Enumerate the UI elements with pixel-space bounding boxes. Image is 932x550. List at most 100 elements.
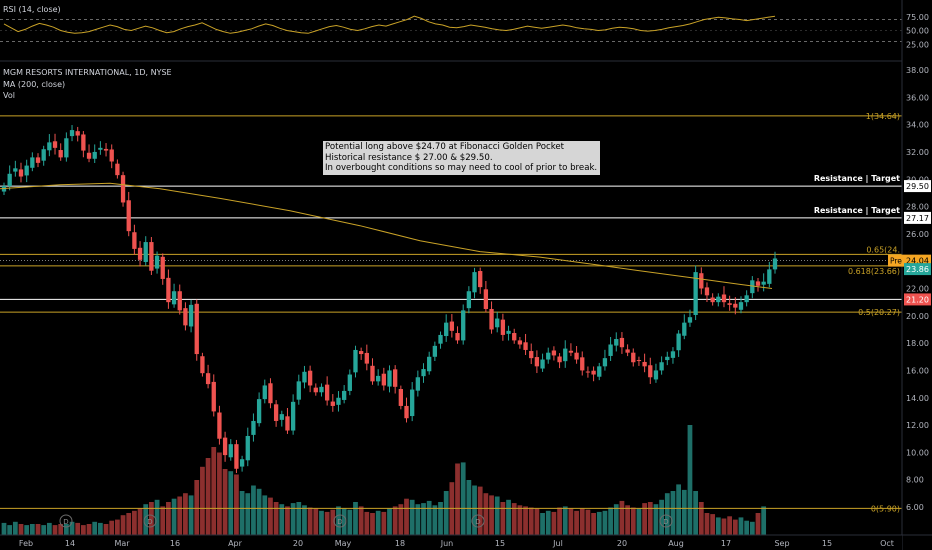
volume-bar bbox=[262, 495, 268, 535]
resistance-label-2: Resistance | Target bbox=[814, 206, 900, 215]
volume-bar bbox=[183, 493, 188, 535]
volume-bar bbox=[704, 513, 710, 535]
candle-body bbox=[767, 269, 772, 284]
volume-bar bbox=[534, 508, 540, 535]
annotation-line-3: In overbought conditions so may need to … bbox=[325, 163, 598, 173]
date-tick-label: Jul bbox=[552, 539, 563, 548]
earnings-marker-glyph: D bbox=[475, 518, 480, 526]
date-tick-label: 16 bbox=[170, 539, 180, 548]
volume-legend: Vol bbox=[3, 91, 15, 100]
candle-body bbox=[376, 375, 381, 382]
volume-bar bbox=[749, 521, 755, 535]
last-price-badge: 24.04 bbox=[906, 257, 929, 266]
price-tick-label: 22.00 bbox=[906, 285, 929, 294]
price-tick-label: 6.00 bbox=[906, 503, 924, 512]
candle-body bbox=[364, 352, 369, 364]
volume-bar bbox=[568, 508, 574, 535]
candle-body bbox=[398, 389, 403, 406]
volume-bar bbox=[574, 510, 579, 535]
pre-badge-bg bbox=[888, 254, 904, 267]
candle-body bbox=[324, 384, 330, 401]
volume-bar bbox=[41, 525, 47, 535]
earnings-marker-icon bbox=[471, 514, 485, 528]
candle-body bbox=[580, 357, 585, 371]
close-price-badge: 23.86 bbox=[906, 265, 929, 274]
candle-body bbox=[245, 435, 250, 461]
annotation-callout[interactable]: Potential long above $24.70 at Fibonacci… bbox=[323, 141, 600, 175]
candle-body bbox=[41, 149, 46, 161]
price-badge-21-20: 21.20 bbox=[906, 295, 929, 304]
volume-bar bbox=[715, 517, 721, 535]
date-tick-label: 14 bbox=[65, 539, 75, 548]
candle-body bbox=[75, 131, 80, 136]
volume-bar bbox=[506, 499, 511, 535]
candle-body bbox=[608, 344, 613, 356]
volume-bar bbox=[75, 522, 81, 535]
earnings-marker-icon bbox=[59, 514, 73, 528]
candle-body bbox=[18, 169, 24, 177]
price-badge-29-50: 29.50 bbox=[906, 182, 929, 191]
candle-body bbox=[557, 356, 562, 363]
volume-bar bbox=[69, 521, 75, 535]
candle-body bbox=[234, 444, 239, 469]
volume-bar bbox=[268, 497, 273, 535]
volume-bar bbox=[24, 525, 30, 535]
candle-body bbox=[744, 295, 749, 303]
volume-bar bbox=[528, 507, 534, 535]
volume-bar bbox=[132, 510, 137, 535]
volume-bar bbox=[511, 503, 517, 535]
price-tick-label: 10.00 bbox=[906, 448, 929, 457]
volume-bar bbox=[404, 498, 409, 535]
volume-bar bbox=[92, 521, 98, 535]
candle-body bbox=[222, 437, 228, 456]
price-tick-label: 18.00 bbox=[906, 339, 929, 348]
candle-body bbox=[404, 405, 409, 419]
volume-bar bbox=[545, 510, 551, 535]
earnings-marker-glyph: D bbox=[663, 518, 668, 526]
date-tick-label: Mar bbox=[114, 539, 130, 548]
price-tick-label: 8.00 bbox=[906, 476, 924, 485]
volume-bar bbox=[443, 491, 449, 535]
volume-bar bbox=[166, 502, 171, 535]
annotation-line-1: Potential long above $24.70 at Fibonacci… bbox=[325, 142, 565, 152]
ma-200-line bbox=[0, 182, 773, 289]
price-badge-27-17: 27.17 bbox=[906, 214, 929, 223]
candle-body bbox=[568, 350, 574, 353]
volume-bar bbox=[234, 474, 239, 535]
candle-body bbox=[205, 373, 211, 385]
volume-bar bbox=[381, 511, 387, 535]
volume-bar bbox=[426, 500, 432, 535]
volume-bar bbox=[319, 510, 324, 535]
volume-bar bbox=[239, 491, 245, 535]
pre-badge: Pre bbox=[890, 257, 902, 266]
price-tick-label: 30.00 bbox=[906, 175, 929, 184]
candle-body bbox=[183, 308, 188, 326]
candle-body bbox=[682, 322, 687, 336]
volume-bar bbox=[613, 504, 619, 535]
candle-body bbox=[755, 281, 761, 286]
candle-body bbox=[438, 334, 443, 344]
volume-bar bbox=[460, 462, 466, 535]
volume-bar bbox=[285, 506, 290, 535]
volume-bar bbox=[517, 505, 523, 535]
candle-body bbox=[432, 345, 438, 357]
volume-bar bbox=[7, 525, 13, 535]
date-tick-label: 18 bbox=[395, 539, 405, 548]
volume-bar bbox=[687, 425, 693, 535]
volume-bar bbox=[330, 509, 336, 535]
candle-body bbox=[35, 157, 41, 163]
candle-body bbox=[665, 356, 670, 361]
candle-body bbox=[591, 370, 596, 375]
volume-bar bbox=[551, 511, 557, 535]
volume-bar bbox=[523, 506, 528, 535]
candle-body bbox=[597, 366, 602, 377]
date-tick-label: Feb bbox=[19, 539, 33, 548]
candle-body bbox=[489, 308, 494, 330]
price-tick-label: 32.00 bbox=[906, 148, 929, 157]
volume-bar bbox=[58, 524, 64, 535]
volume-bar bbox=[591, 513, 596, 535]
volume-bar bbox=[1, 522, 7, 535]
candle-body bbox=[109, 149, 114, 162]
candle-body bbox=[7, 173, 12, 187]
